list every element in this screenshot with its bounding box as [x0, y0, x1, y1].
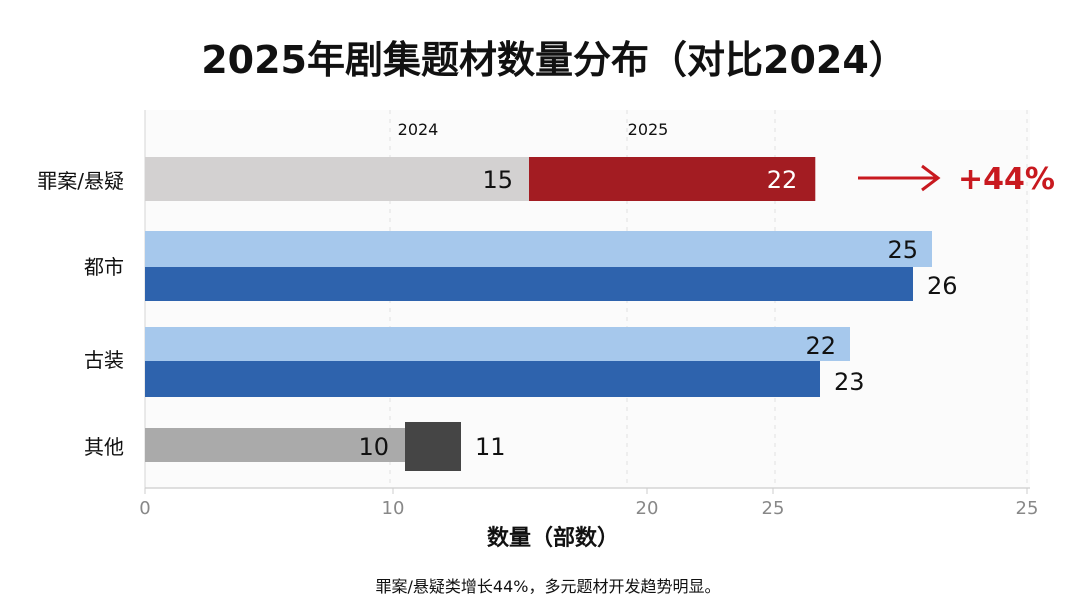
value-label-2025-crime: 22 [767, 166, 798, 194]
category-label-other: 其他 [84, 435, 124, 459]
x-tick-label: 25 [762, 498, 785, 519]
category-label-crime: 罪案/悬疑 [37, 169, 124, 193]
bar-2025-other [405, 422, 461, 471]
value-label-2025-other: 11 [475, 433, 506, 461]
bar-2025-costume [145, 361, 820, 397]
bar-2024-other [145, 428, 405, 462]
category-label-urban: 都市 [84, 255, 124, 279]
x-tick-label: 10 [382, 498, 405, 519]
value-label-2025-costume: 23 [834, 368, 865, 396]
value-label-2025-urban: 26 [927, 272, 958, 300]
x-tick-label: 25 [1016, 498, 1039, 519]
ticks-layer: 0 10 20 25 25 [139, 488, 1038, 519]
bar-2025-urban [145, 267, 913, 301]
footer-note: 罪案/悬疑类增长44%，多元题材开发趋势明显。 [376, 577, 721, 596]
chart-title: 2025年剧集题材数量分布（对比2024） [201, 38, 907, 82]
category-label-costume: 古装 [84, 348, 124, 372]
growth-arrow-head [921, 164, 941, 192]
growth-annotation: +44% [958, 162, 1055, 197]
bar-2024-costume [145, 327, 850, 361]
legend-2024: 2024 [398, 120, 439, 139]
bar-2025-crime [529, 157, 816, 201]
x-tick-label: 0 [139, 498, 150, 519]
value-label-2024-crime: 15 [482, 166, 513, 194]
bars-layer: 15 22 25 26 22 23 10 11 [145, 157, 958, 471]
value-label-2024-other: 10 [358, 433, 389, 461]
value-label-2024-costume: 22 [805, 332, 836, 360]
value-label-2024-urban: 25 [887, 236, 918, 264]
x-axis-label: 数量（部数） [487, 525, 619, 551]
bar-2024-urban [145, 231, 932, 267]
legend-2025: 2025 [628, 120, 669, 139]
x-tick-label: 20 [636, 498, 659, 519]
bar-2024-crime [145, 157, 529, 201]
